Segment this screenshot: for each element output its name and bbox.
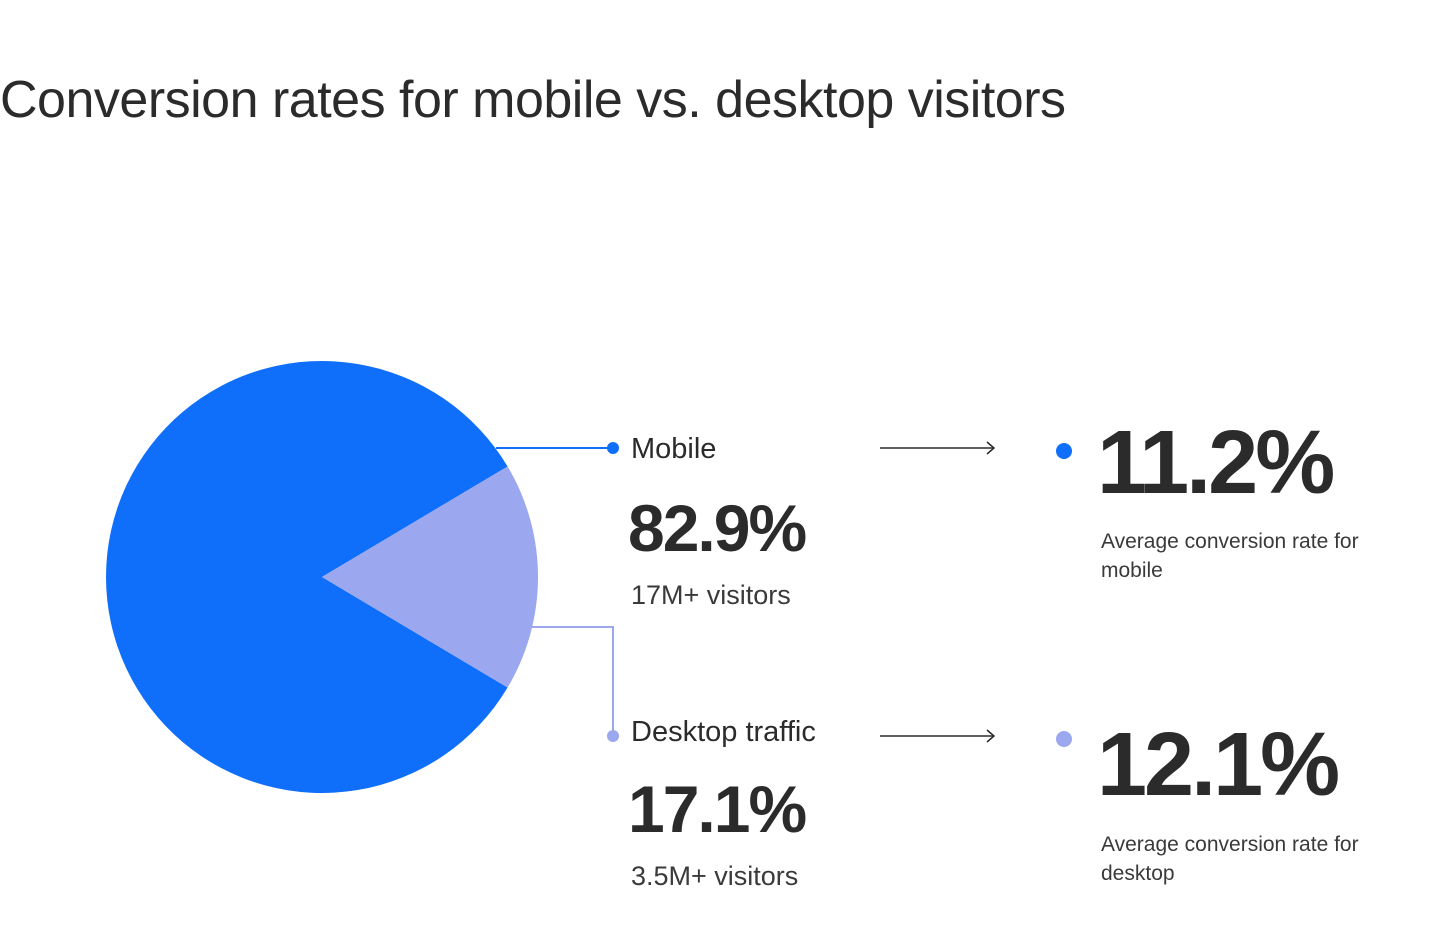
- rate-dot-desktop: [1056, 731, 1072, 747]
- arrow-mobile-icon-head: [986, 441, 996, 455]
- visitors-mobile: 17M+ visitors: [631, 580, 791, 610]
- series-label-mobile: Mobile: [631, 433, 717, 465]
- conversion-rate-desktop: 12.1%: [1097, 715, 1340, 815]
- leader-dot-mobile: [607, 442, 619, 454]
- legend-dots: [607, 442, 1072, 747]
- visitors-desktop: 3.5M+ visitors: [631, 861, 799, 891]
- share-value-mobile: 82.9%: [628, 491, 807, 565]
- arrow-mobile-icon: [880, 441, 996, 455]
- pie-slice-mobile: [106, 361, 508, 793]
- arrows: [880, 441, 996, 743]
- leader-lines: [496, 447, 614, 736]
- pie-chart: [106, 361, 538, 793]
- pie-slice-desktop: [322, 466, 538, 688]
- series-label-desktop: Desktop traffic: [631, 716, 816, 748]
- conversion-desc-desktop: Average conversion rate for desktop: [1101, 833, 1359, 885]
- leader-dot-desktop: [607, 730, 619, 742]
- chart-title: Conversion rates for mobile vs. desktop …: [0, 71, 1066, 129]
- rate-dot-mobile: [1056, 443, 1072, 459]
- conversion-rate-mobile: 11.2%: [1097, 413, 1335, 513]
- arrow-desktop-icon: [880, 729, 996, 743]
- conversion-desc-mobile: Average conversion rate for mobile: [1101, 530, 1359, 582]
- leader-line-desktop: [530, 626, 614, 736]
- share-value-desktop: 17.1%: [628, 772, 807, 846]
- arrow-desktop-icon-head: [986, 729, 996, 743]
